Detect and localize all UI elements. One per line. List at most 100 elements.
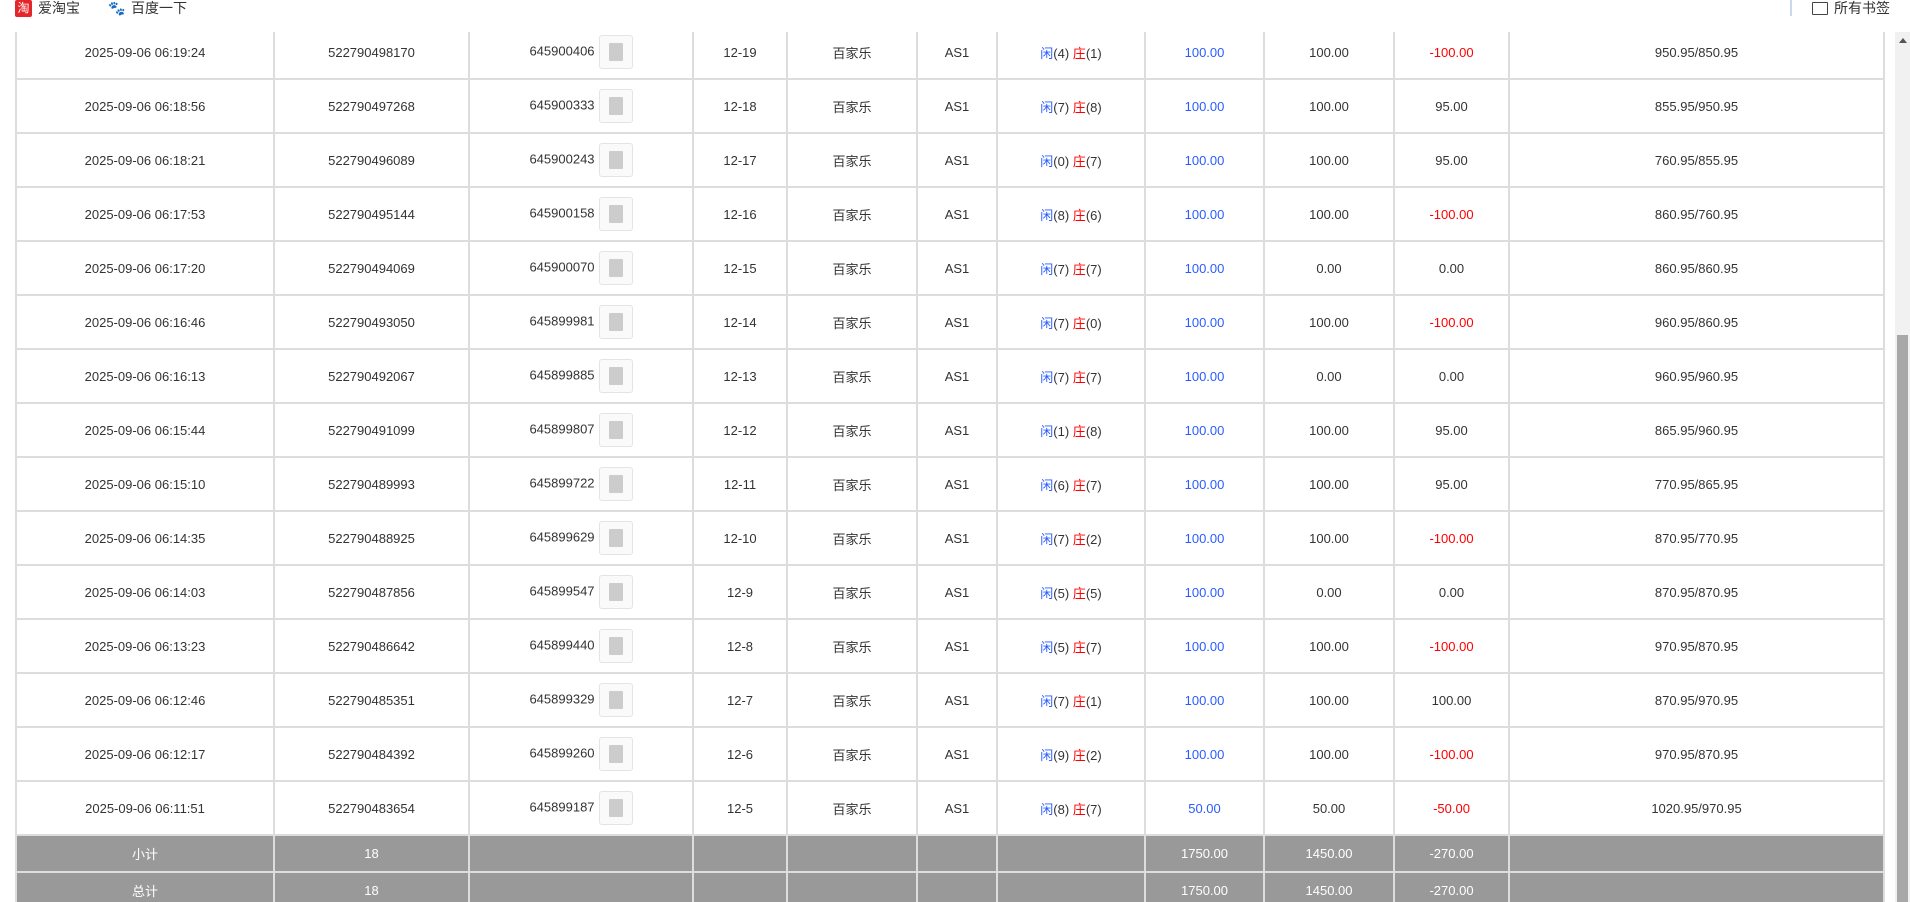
bet-records-table-container: 2025-09-06 06:19:24 522790498170 645900406…: [0, 32, 1895, 902]
player-points: 7: [1057, 369, 1065, 385]
subtotal-valid: 1450.00: [1263, 834, 1395, 873]
game-type: 百家乐: [786, 402, 918, 458]
video-replay-icon[interactable]: [598, 683, 633, 717]
bookmark-baidu[interactable]: 🐾 百度一下: [108, 0, 187, 16]
empty-cell: [468, 834, 694, 873]
total-label: 总计: [15, 871, 275, 902]
banker-label: 庄: [1072, 693, 1086, 709]
player-label: 闲: [1040, 207, 1054, 223]
banker-points: 1: [1090, 693, 1098, 709]
scrollbar[interactable]: [1895, 32, 1910, 902]
banker-points: 7: [1090, 639, 1098, 655]
round: 12-19: [692, 32, 788, 80]
bet-amount: 100.00: [1144, 186, 1265, 242]
table: AS1: [916, 726, 998, 782]
player-points: 7: [1057, 315, 1065, 331]
bookmarks-bar: 淘爱淘宝 🐾 百度一下 所有书签: [0, 0, 1910, 32]
win-loss: 0.00: [1393, 564, 1510, 620]
video-replay-icon[interactable]: [598, 629, 633, 663]
subtotal-label: 小计: [15, 834, 275, 873]
table-row: 2025-09-06 06:16:46 522790493050 645899981…: [15, 294, 1885, 350]
table: AS1: [916, 618, 998, 674]
video-replay-icon[interactable]: [598, 197, 633, 231]
banker-points: 7: [1090, 261, 1098, 277]
balance-before-after: 970.95/870.95: [1508, 726, 1885, 782]
game-id: 645899260: [529, 745, 595, 761]
table-row: 2025-09-06 06:14:35 522790488925 645899629…: [15, 510, 1885, 566]
game-id: 645899440: [529, 637, 595, 653]
bet-amount: 100.00: [1144, 132, 1265, 188]
bet-time: 2025-09-06 06:12:17: [15, 726, 275, 782]
video-replay-icon[interactable]: [598, 359, 633, 393]
table: AS1: [916, 672, 998, 728]
result: 闲(7) 庄(8): [996, 78, 1146, 134]
video-replay-icon[interactable]: [598, 305, 633, 339]
banker-label: 庄: [1072, 207, 1086, 223]
game-id-cell: 645899260: [468, 726, 694, 782]
round: 12-10: [692, 510, 788, 566]
player-label: 闲: [1040, 99, 1054, 115]
player-label: 闲: [1040, 531, 1054, 547]
game-type: 百家乐: [786, 780, 918, 836]
order-id: 522790498170: [273, 32, 470, 80]
game-id-cell: 645899885: [468, 348, 694, 404]
video-replay-icon[interactable]: [598, 143, 633, 177]
video-replay-icon[interactable]: [598, 413, 633, 447]
table-row: 2025-09-06 06:18:56 522790497268 645900333…: [15, 78, 1885, 134]
player-points: 8: [1057, 801, 1065, 817]
player-points: 5: [1057, 639, 1065, 655]
order-id: 522790496089: [273, 132, 470, 188]
game-id-cell: 645900070: [468, 240, 694, 296]
player-label: 闲: [1040, 801, 1054, 817]
game-id-cell: 645900333: [468, 78, 694, 134]
balance-before-after: 860.95/760.95: [1508, 186, 1885, 242]
round: 12-18: [692, 78, 788, 134]
bet-time: 2025-09-06 06:14:03: [15, 564, 275, 620]
round: 12-11: [692, 456, 788, 512]
player-points: 1: [1057, 423, 1065, 439]
scroll-up-arrow-icon[interactable]: [1899, 38, 1907, 43]
balance-before-after: 870.95/770.95: [1508, 510, 1885, 566]
video-replay-icon[interactable]: [598, 791, 633, 825]
empty-cell: [1508, 834, 1885, 873]
game-id-cell: 645899547: [468, 564, 694, 620]
order-id: 522790494069: [273, 240, 470, 296]
valid-bet: 100.00: [1263, 78, 1395, 134]
table: AS1: [916, 348, 998, 404]
game-type: 百家乐: [786, 564, 918, 620]
video-replay-icon[interactable]: [598, 521, 633, 555]
balance-before-after: 950.95/850.95: [1508, 32, 1885, 80]
bookmark-taobao[interactable]: 淘爱淘宝: [15, 0, 80, 18]
scrollbar-thumb[interactable]: [1897, 335, 1908, 902]
video-replay-icon[interactable]: [598, 575, 633, 609]
table-row: 2025-09-06 06:12:46 522790485351 645899329…: [15, 672, 1885, 728]
banker-points: 1: [1090, 45, 1098, 61]
game-id-cell: 645900243: [468, 132, 694, 188]
video-replay-icon[interactable]: [598, 35, 633, 69]
round: 12-16: [692, 186, 788, 242]
video-replay-icon[interactable]: [598, 89, 633, 123]
table-row: 2025-09-06 06:15:44 522790491099 645899807…: [15, 402, 1885, 458]
table-row: 2025-09-06 06:17:20 522790494069 645900070…: [15, 240, 1885, 296]
banker-points: 5: [1090, 585, 1098, 601]
game-id: 645900406: [529, 43, 595, 59]
bet-time: 2025-09-06 06:18:21: [15, 132, 275, 188]
banker-label: 庄: [1072, 369, 1086, 385]
subtotal-count: 18: [273, 834, 470, 873]
subtotal-bet: 1750.00: [1144, 834, 1265, 873]
game-id-cell: 645899329: [468, 672, 694, 728]
video-replay-icon[interactable]: [598, 737, 633, 771]
bet-amount: 100.00: [1144, 348, 1265, 404]
banker-label: 庄: [1072, 747, 1086, 763]
valid-bet: 100.00: [1263, 186, 1395, 242]
result: 闲(7) 庄(7): [996, 240, 1146, 296]
result: 闲(6) 庄(7): [996, 456, 1146, 512]
balance-before-after: 970.95/870.95: [1508, 618, 1885, 674]
video-replay-icon[interactable]: [598, 467, 633, 501]
player-points: 7: [1057, 99, 1065, 115]
bet-amount: 100.00: [1144, 32, 1265, 80]
banker-label: 庄: [1072, 99, 1086, 115]
valid-bet: 100.00: [1263, 510, 1395, 566]
video-replay-icon[interactable]: [598, 251, 633, 285]
all-bookmarks-button[interactable]: 所有书签: [1812, 0, 1890, 18]
